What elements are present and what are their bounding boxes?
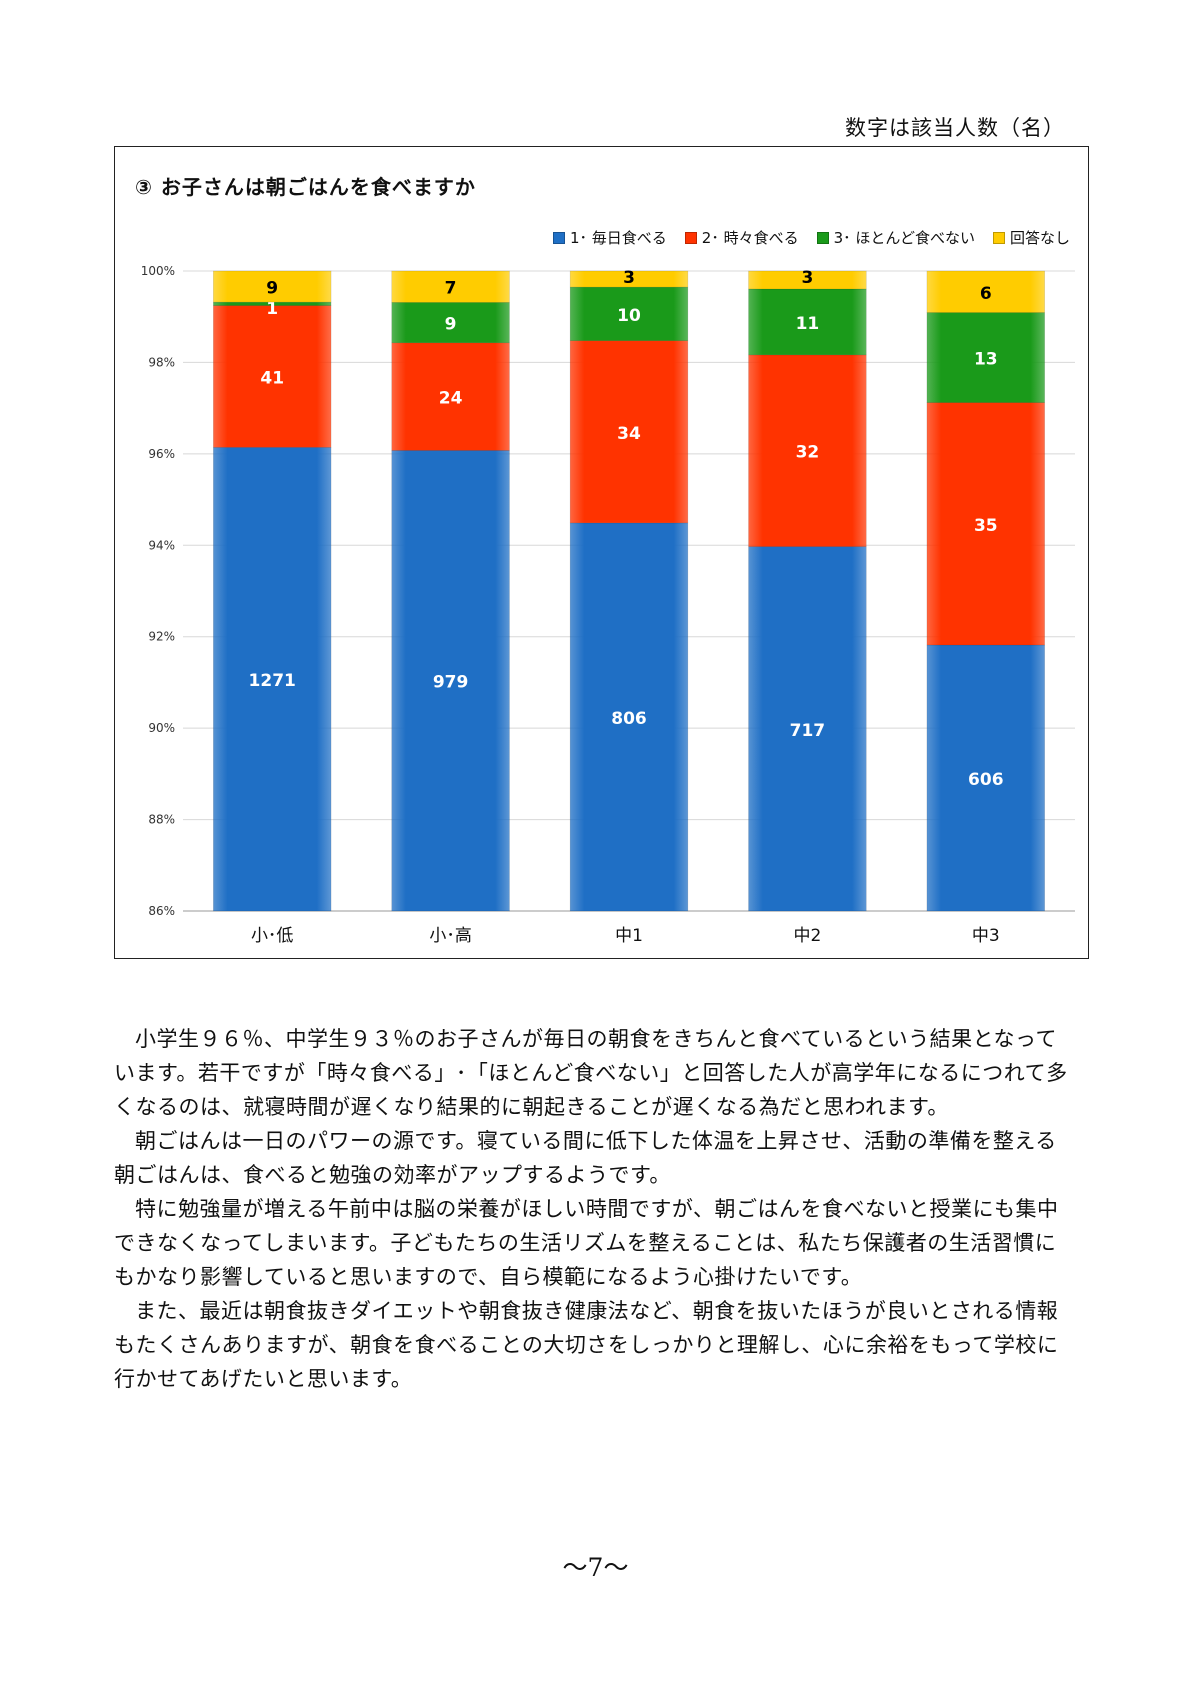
legend-item-series-0: 1･ 毎日食べる — [552, 227, 667, 248]
body-text: 小学生９６％、中学生９３％のお子さんが毎日の朝食をきちんと食べているという結果と… — [114, 1022, 1076, 1396]
data-label: 35 — [974, 516, 998, 536]
stacked-bar-chart: 86%88%90%92%94%96%98%100%12714119小･低9792… — [141, 264, 1075, 946]
bar-segment — [748, 270, 867, 290]
y-tick-label: 100% — [141, 264, 175, 278]
legend-swatch-0 — [552, 231, 565, 244]
legend-label-3: 回答なし — [1009, 229, 1070, 247]
y-tick-label: 86% — [148, 904, 175, 918]
bar-segment — [748, 546, 867, 912]
legend-label-1: 2･ 時々食べる — [701, 229, 799, 247]
legend-label-2: 3･ ほとんど食べない — [833, 229, 975, 247]
data-label: 11 — [796, 314, 820, 334]
data-label: 13 — [974, 350, 998, 370]
legend-item-series-2: 3･ ほとんど食べない — [816, 227, 975, 248]
legend-swatch-3 — [992, 231, 1005, 244]
bar-segment — [213, 447, 332, 912]
data-label: 10 — [617, 306, 641, 326]
y-tick-label: 98% — [148, 355, 175, 369]
bar-segment — [391, 450, 510, 912]
data-label: 979 — [433, 673, 469, 693]
x-tick-label: 小･高 — [429, 926, 472, 946]
bar-segment — [748, 354, 867, 547]
bar-segment — [569, 286, 689, 341]
bar-segment — [926, 312, 1045, 403]
data-label: 24 — [439, 389, 463, 409]
data-label: 9 — [266, 279, 278, 299]
chart-frame: ③ お子さんは朝ごはんを食べますか 1･ 毎日食べる 2･ 時々食べる 3･ ほ… — [114, 146, 1089, 959]
paragraph-4: また、最近は朝食抜きダイエットや朝食抜き健康法など、朝食を抜いたほうが良いとされ… — [114, 1299, 1059, 1391]
bar-segment — [926, 270, 1045, 313]
bar-segment — [569, 270, 689, 288]
bar-segment — [213, 270, 332, 303]
unit-note: 数字は該当人数（名） — [845, 116, 1065, 140]
chart-title: ③ お子さんは朝ごはんを食べますか — [135, 175, 476, 199]
data-label: 3 — [623, 268, 635, 288]
legend-swatch-1 — [684, 231, 697, 244]
bar-segment — [569, 522, 689, 912]
paragraph-2: 朝ごはんは一日のパワーの源です。寝ている間に低下した体温を上昇させ、活動の準備を… — [114, 1129, 1057, 1187]
x-tick-label: 中3 — [972, 926, 1000, 946]
y-tick-label: 96% — [148, 447, 175, 461]
data-label: 41 — [260, 368, 284, 388]
legend-label-0: 1･ 毎日食べる — [569, 229, 667, 247]
bar-segment — [391, 270, 510, 303]
data-label: 32 — [796, 443, 820, 463]
bar-segment — [569, 340, 689, 524]
bar-segment — [391, 302, 510, 344]
data-label: 806 — [611, 709, 647, 729]
data-label: 1 — [266, 299, 278, 319]
y-tick-label: 90% — [148, 721, 175, 735]
data-label: 717 — [790, 721, 826, 741]
paragraph-3: 特に勉強量が増える午前中は脳の栄養がほしい時間ですが、朝ごはんを食べないと授業に… — [114, 1197, 1059, 1289]
data-label: 6 — [980, 284, 992, 304]
data-label: 9 — [445, 315, 457, 335]
y-tick-label: 92% — [148, 630, 175, 644]
bar-segment — [748, 288, 867, 356]
x-tick-label: 中1 — [615, 926, 643, 946]
legend-item-series-3: 回答なし — [992, 227, 1070, 248]
legend-swatch-2 — [816, 231, 829, 244]
data-label: 3 — [801, 268, 813, 288]
data-label: 1271 — [249, 671, 296, 691]
paragraph-1: 小学生９６％、中学生９３％のお子さんが毎日の朝食をきちんと食べているという結果と… — [114, 1027, 1068, 1119]
bar-segment — [391, 342, 510, 451]
y-tick-label: 88% — [148, 813, 175, 827]
x-tick-label: 小･低 — [251, 926, 294, 946]
legend-item-series-1: 2･ 時々食べる — [684, 227, 799, 248]
data-label: 606 — [968, 770, 1004, 790]
y-tick-label: 94% — [148, 538, 175, 552]
data-label: 7 — [445, 279, 457, 299]
chart-legend: 1･ 毎日食べる 2･ 時々食べる 3･ ほとんど食べない 回答なし — [552, 227, 1070, 248]
bar-segment — [926, 644, 1045, 912]
x-tick-label: 中2 — [793, 926, 821, 946]
page-number: ～7～ — [562, 1553, 629, 1582]
data-label: 34 — [617, 424, 641, 444]
